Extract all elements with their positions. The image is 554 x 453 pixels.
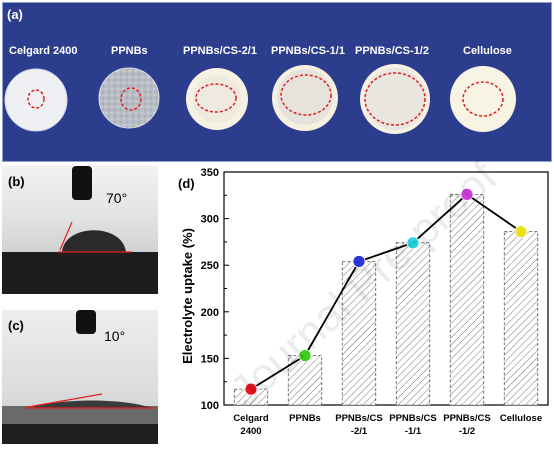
plot-area: 100 150 200 250 300 350 Celgard 2400 PPNBs PPNBs/… [201,167,549,437]
sample-label-cs12: PPNBs/CS-1/2 [355,45,429,57]
panel-b-label: (b) [8,174,25,189]
panel-c-label: (c) [8,318,24,333]
x-tick-label: PPNBs/CS [335,413,383,424]
membrane-disc-cs11 [272,65,338,131]
bar [449,193,485,406]
sample-label-cs21: PPNBs/CS-2/1 [183,45,257,57]
bar [503,231,539,406]
y-tick-label: 150 [201,353,219,365]
y-tick-label: 100 [201,400,219,412]
chart-svg: (d) Electrolyte uptake (%) 100 150 200 250 3… [178,167,549,437]
y-tick-label: 350 [201,167,219,179]
data-point [514,225,528,239]
x-tick-label: PPNBs/CS [443,413,491,424]
bar [287,355,323,406]
series-line [250,193,522,390]
data-point [352,255,366,268]
data-point [406,236,420,250]
data-point [244,382,258,396]
x-tick-label: -1/1 [405,426,422,437]
panel-a-label: (a) [7,7,23,22]
contact-angle-b: 70° [106,190,128,206]
y-tick-label: 250 [201,260,219,272]
y-tick-label: 300 [201,214,219,226]
panel-a-photo: (a) Celgard 2400 PPNBs PPNBs/CS-2/1 PPNB… [2,2,552,162]
sample-label-cellulose: Cellulose [463,45,512,57]
membrane-disc-cs12 [360,64,430,134]
bar [341,261,377,406]
panel-d-label: (d) [178,176,195,191]
contact-angle-c: 10° [104,328,126,344]
data-point [298,349,312,363]
y-axis-title: Electrolyte uptake (%) [180,228,195,364]
sample-label-cs11: PPNBs/CS-1/1 [271,45,345,57]
data-point [460,187,474,201]
membrane-discs [4,64,516,134]
panel-b-photo: (b) 70° [2,166,158,294]
membrane-disc-celgard [4,68,68,132]
x-tick-label: Celgard [233,413,269,424]
bar [395,242,431,406]
membrane-disc-cellulose [450,66,516,132]
x-tick-label: PPNBs [289,413,321,424]
x-tick-label: 2400 [240,426,261,437]
plot-frame [223,171,549,406]
sample-label-ppnbs: PPNBs [111,45,148,57]
panel-c-photo: (c) 10° [2,310,158,444]
water-droplet [62,230,126,252]
x-tick-label: PPNBs/CS [389,413,437,424]
syringe-needle [72,166,92,200]
electrolyte-uptake-chart: (d) Electrolyte uptake (%) 100 150 200 250 3… [170,166,554,448]
syringe-needle [76,310,96,334]
x-tick-label: -2/1 [351,426,368,437]
membrane-disc-cs21 [186,68,248,130]
y-tick-label: 200 [201,307,219,319]
x-tick-label: -1/2 [459,426,475,437]
sample-label-celgard: Celgard 2400 [9,45,78,57]
membrane-disc-ppnbs [98,67,160,129]
x-tick-label: Cellulose [500,413,542,424]
water-film [30,400,152,408]
